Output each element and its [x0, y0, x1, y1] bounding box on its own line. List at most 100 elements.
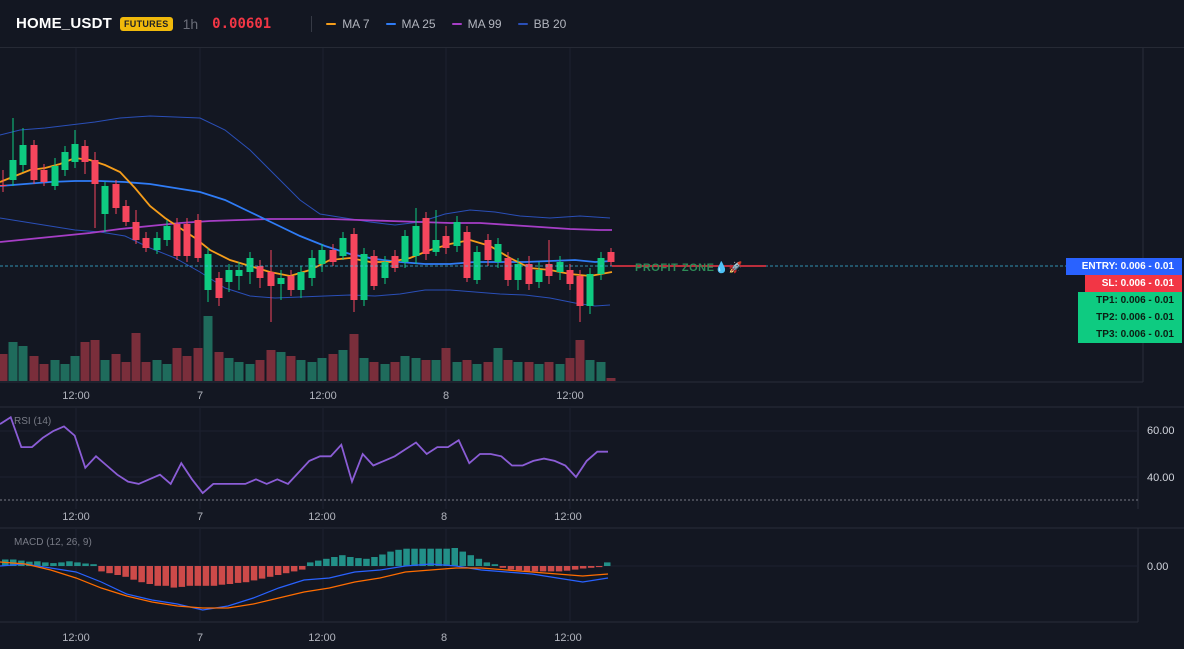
candle	[163, 226, 171, 240]
candle	[267, 272, 275, 286]
volume-bar	[286, 356, 296, 381]
volume-bar	[411, 358, 421, 381]
candle	[494, 244, 502, 262]
candle	[463, 232, 471, 278]
candle	[204, 254, 212, 290]
macd-histogram-bar	[547, 566, 555, 572]
candle	[576, 276, 584, 306]
macd-histogram-bar	[491, 564, 499, 566]
macd-histogram-bar	[234, 566, 242, 583]
macd-histogram-bar	[411, 548, 418, 566]
macd-histogram-bar	[178, 566, 186, 587]
ma25-line	[0, 180, 613, 265]
volume-bar	[338, 350, 348, 381]
macd-histogram-bar	[170, 566, 178, 588]
volume-series	[0, 316, 616, 381]
volume-bar	[596, 362, 606, 381]
tp3-tag[interactable]: TP3: 0.006 - 0.01	[1078, 326, 1182, 343]
tp1-tag[interactable]: TP1: 0.006 - 0.01	[1078, 292, 1182, 309]
price-chart[interactable]: PROFIT ZONE💧🚀 12:00 7 12:00 8 12:00 RSI …	[0, 48, 1184, 649]
macd-histogram-bar	[58, 562, 65, 566]
time-axis-macd: 12:00 7 12:00 8 12:00	[62, 632, 582, 644]
volume-bar	[544, 362, 554, 381]
volume-bar	[400, 356, 410, 381]
sl-tag[interactable]: SL: 0.006 - 0.01	[1085, 275, 1182, 292]
legend-ma99[interactable]: MA 99	[451, 17, 502, 31]
symbol-name[interactable]: HOME_USDT	[16, 15, 112, 32]
candle	[183, 224, 191, 256]
volume-bar	[462, 360, 472, 381]
macd-histogram-bar	[290, 566, 298, 572]
indicator-legend: MA 7 MA 25 MA 99 BB 20	[326, 17, 582, 31]
volume-bar	[60, 364, 70, 381]
volume-bar	[452, 362, 462, 381]
macd-histogram-bar	[467, 555, 474, 566]
candle	[81, 146, 89, 162]
legend-bb20[interactable]: BB 20	[517, 17, 566, 31]
last-price: 0.00601	[212, 15, 272, 32]
candle	[40, 170, 48, 182]
macd-histogram-bar	[604, 562, 611, 566]
legend-ma25[interactable]: MA 25	[385, 17, 436, 31]
macd-histogram-bar	[483, 562, 491, 566]
volume-bar	[111, 354, 121, 381]
time-axis-rsi: 12:00 7 12:00 8 12:00	[62, 511, 582, 523]
volume-bar	[18, 346, 28, 381]
macd-label: MACD (12, 26, 9)	[14, 537, 92, 548]
volume-bar	[266, 350, 276, 381]
volume-bar	[359, 358, 369, 381]
volume-bar	[0, 354, 8, 381]
candle	[246, 258, 254, 272]
ma7-swatch	[326, 22, 337, 25]
macd-histogram-bar	[122, 566, 129, 577]
macd-histogram-bar	[595, 566, 603, 568]
macd-histogram-bar	[106, 566, 113, 574]
volume-bar	[421, 360, 431, 381]
volume-bar	[152, 360, 162, 381]
macd-histogram-bar	[347, 557, 354, 566]
volume-bar	[100, 360, 110, 381]
volume-bar	[255, 360, 265, 381]
macd-histogram-bar	[379, 554, 386, 566]
tp2-tag[interactable]: TP2: 0.006 - 0.01	[1078, 309, 1182, 326]
time-label: 8	[441, 632, 447, 644]
volume-bar	[172, 348, 182, 381]
rsi-tick-60: 60.00	[1147, 425, 1175, 437]
macd-histogram-bar	[563, 566, 571, 571]
macd-histogram-bar	[555, 566, 563, 572]
profit-zone-label: PROFIT ZONE💧🚀	[635, 261, 743, 274]
macd-histogram-bar	[587, 566, 595, 568]
macd-histogram-bar	[515, 566, 523, 571]
volume-bar	[555, 364, 565, 381]
futures-badge: FUTURES	[119, 16, 173, 31]
candle	[91, 160, 99, 184]
candle	[535, 270, 543, 282]
candle	[153, 238, 161, 250]
candle	[329, 250, 337, 262]
macd-histogram-bar	[146, 566, 153, 584]
candle	[525, 264, 533, 284]
candle	[607, 252, 615, 262]
volume-bar	[50, 360, 60, 381]
macd-histogram-bar	[571, 566, 579, 570]
volume-bar	[162, 364, 172, 381]
bb-upper-band	[0, 115, 611, 226]
timeframe-selector[interactable]: 1h	[182, 15, 199, 32]
entry-tag[interactable]: ENTRY: 0.006 - 0.01	[1066, 258, 1182, 275]
macd-histogram-bar	[459, 551, 466, 566]
time-label: 12:00	[62, 511, 90, 523]
candle	[586, 274, 594, 306]
macd-histogram	[2, 548, 611, 588]
macd-histogram-bar	[499, 566, 507, 568]
candle	[215, 278, 223, 298]
macd-histogram-bar	[323, 558, 330, 566]
candle	[391, 256, 399, 268]
volume-bar	[296, 360, 306, 381]
macd-signal-line	[0, 561, 609, 609]
volume-bar	[214, 352, 224, 381]
legend-ma7[interactable]: MA 7	[326, 17, 370, 31]
volume-bar	[131, 333, 141, 381]
candle	[484, 240, 492, 260]
volume-bar	[29, 356, 39, 381]
macd-histogram-bar	[242, 566, 250, 583]
